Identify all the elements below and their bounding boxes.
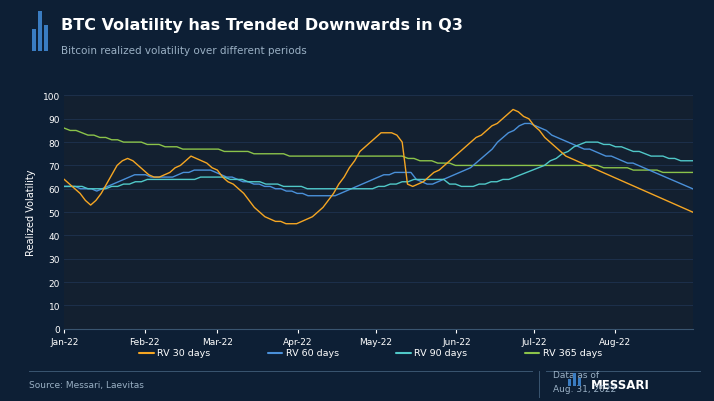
Text: RV 30 days: RV 30 days [157,348,211,357]
Text: RV 90 days: RV 90 days [414,348,467,357]
Text: BTC Volatility has Trended Downwards in Q3: BTC Volatility has Trended Downwards in … [61,18,463,33]
Text: Source: Messari, Laevitas: Source: Messari, Laevitas [29,381,144,389]
Y-axis label: Realized Volatility: Realized Volatility [26,169,36,256]
Text: Bitcoin realized volatility over different periods: Bitcoin realized volatility over differe… [61,46,306,56]
Text: Aug. 31, 2022: Aug. 31, 2022 [553,384,616,393]
Text: Data as of: Data as of [553,370,600,379]
Text: MESSARI: MESSARI [591,379,650,391]
Text: RV 60 days: RV 60 days [286,348,338,357]
Text: RV 365 days: RV 365 days [543,348,602,357]
